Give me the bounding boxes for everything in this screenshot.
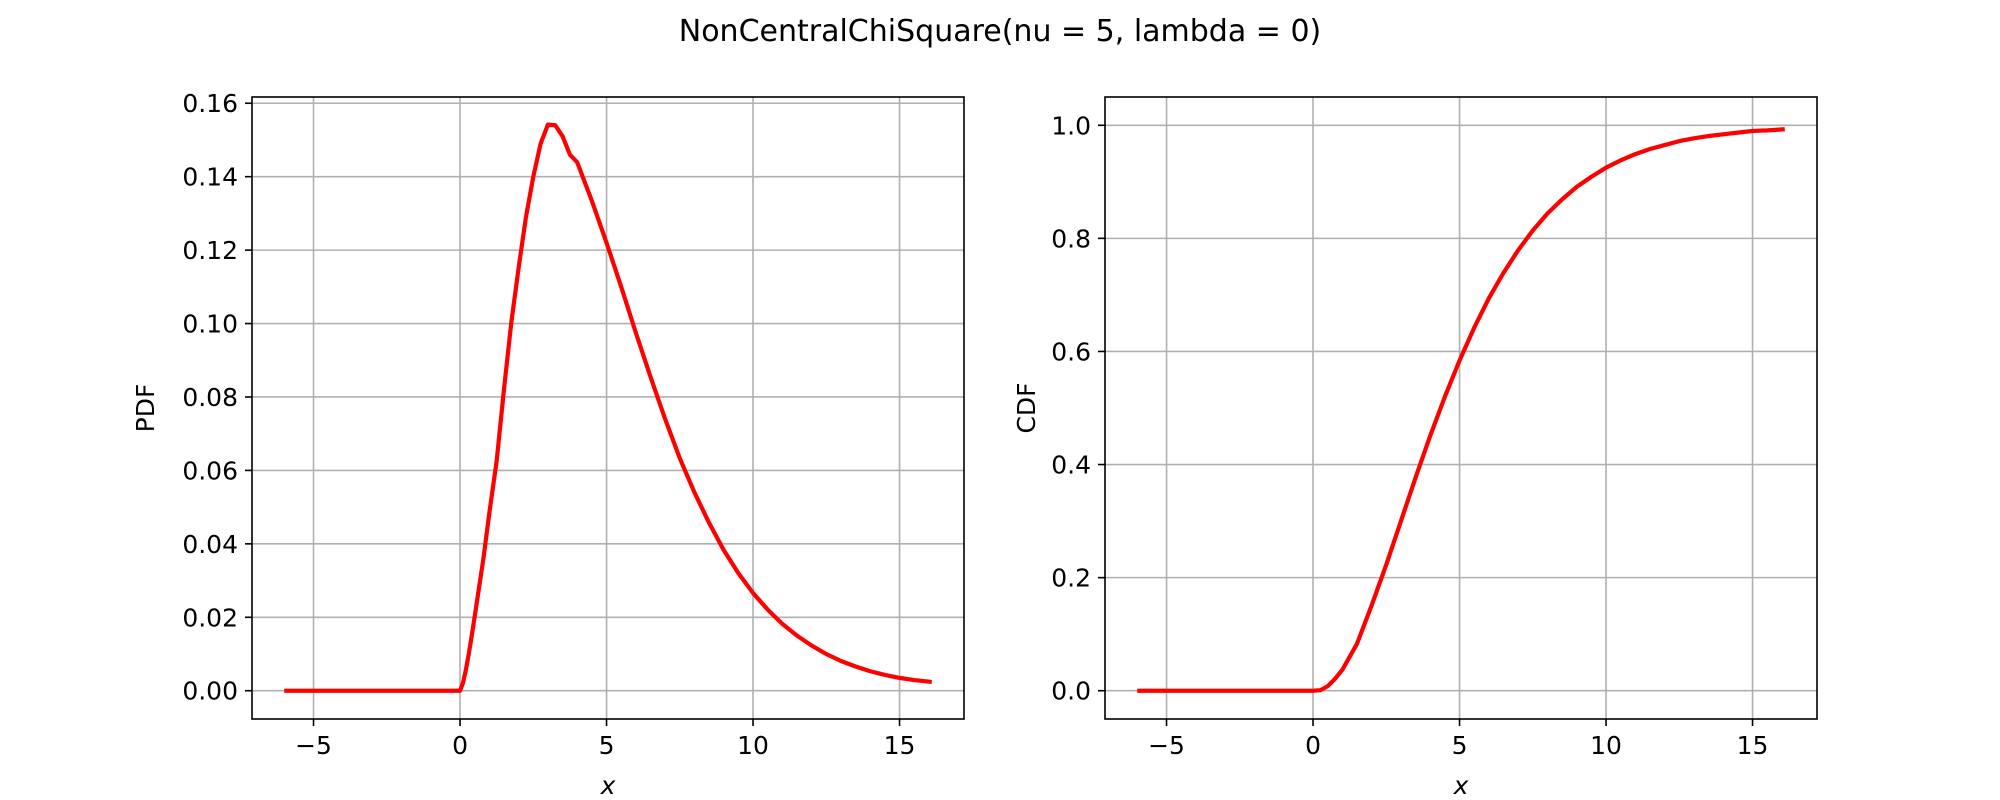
pdf-y-tick-label: 0.08 [182, 383, 238, 412]
cdf-panel: −5 0 5 10 15 0.0 0.2 0.4 0.6 0.8 1.0 x CDF [1012, 96, 1818, 800]
cdf-x-tick-label: 5 [1452, 731, 1468, 760]
pdf-curve [284, 122, 932, 693]
cdf-y-tick-label: 0.6 [1051, 337, 1091, 366]
cdf-y-axis-label: CDF [1012, 382, 1041, 433]
pdf-x-tick-label: 10 [737, 731, 769, 760]
cdf-x-tick-label: −5 [1148, 731, 1185, 760]
pdf-x-tick-label: 5 [599, 731, 615, 760]
pdf-x-tick-label: 15 [884, 731, 916, 760]
pdf-y-axis-label: PDF [131, 384, 160, 433]
cdf-curve [1137, 127, 1785, 693]
pdf-y-tick-label: 0.16 [182, 89, 238, 118]
pdf-x-axis-label: x [600, 771, 616, 800]
pdf-y-tick-label: 0.12 [182, 236, 238, 265]
pdf-panel: −5 0 5 10 15 0.00 0.02 0.04 0.06 0.08 0.10 0.12 0.14… [131, 89, 965, 800]
cdf-axes-frame [1104, 96, 1818, 720]
pdf-y-tick-label: 0.04 [182, 530, 238, 559]
figure-title: NonCentralChiSquare(nu = 5, lambda = 0) [679, 14, 1321, 49]
pdf-y-tick-label: 0.06 [182, 456, 238, 485]
cdf-y-tick-label: 0.0 [1051, 677, 1091, 706]
pdf-x-tick-label: −5 [295, 731, 332, 760]
cdf-y-tick-label: 0.4 [1051, 451, 1091, 480]
pdf-x-tick-label: 0 [452, 731, 468, 760]
pdf-axes-frame [251, 96, 965, 720]
cdf-x-tick-label: 10 [1590, 731, 1622, 760]
pdf-y-tick-label: 0.14 [182, 163, 238, 192]
pdf-y-tick-label: 0.02 [182, 603, 238, 632]
cdf-x-tick-label: 15 [1737, 731, 1769, 760]
cdf-x-tick-label: 0 [1305, 731, 1321, 760]
cdf-y-tick-label: 0.8 [1051, 224, 1091, 253]
cdf-y-tick-label: 1.0 [1051, 111, 1091, 140]
cdf-x-axis-label: x [1453, 771, 1469, 800]
cdf-y-tick-label: 0.2 [1051, 564, 1091, 593]
pdf-y-tick-label: 0.10 [182, 310, 238, 339]
pdf-y-tick-label: 0.00 [182, 677, 238, 706]
